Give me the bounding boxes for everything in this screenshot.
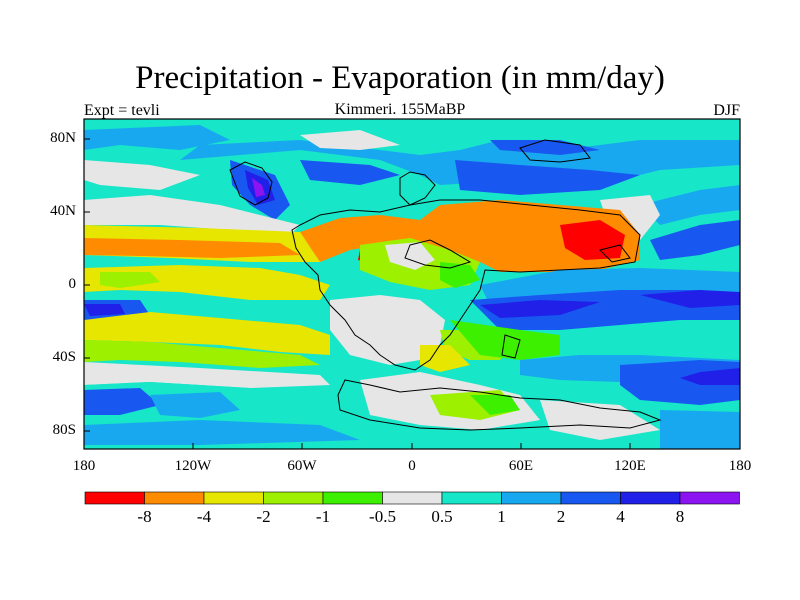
colorbar-label: -4 xyxy=(196,507,212,526)
colorbar-swatch xyxy=(322,491,383,505)
x-tick-60e: 60E xyxy=(508,458,534,474)
x-tick-180e: 180 xyxy=(728,458,752,474)
y-tick-80n: 80N xyxy=(50,130,76,146)
colorbar-label: 2 xyxy=(556,507,566,526)
colorbar-label: -0.5 xyxy=(369,507,396,526)
colorbar-label: 8 xyxy=(675,507,685,526)
colorbar-swatch xyxy=(203,491,264,505)
coastlines xyxy=(229,139,662,431)
y-tick-eq: 0 xyxy=(68,276,77,292)
colorbar-swatch xyxy=(501,491,562,505)
colorbar-label: 1 xyxy=(497,507,506,526)
y-tick-80s: 80S xyxy=(52,422,76,438)
x-tick-60w: 60W xyxy=(287,458,317,474)
colorbar-label: 4 xyxy=(616,507,625,526)
map-field xyxy=(84,119,740,449)
colorbar-label: 0.5 xyxy=(431,507,453,526)
colorbar-swatch xyxy=(679,491,740,505)
experiment-label: Expt = tevli xyxy=(84,102,160,119)
y-tick-40n: 40N xyxy=(50,203,76,219)
colorbar-label: -1 xyxy=(315,507,331,526)
x-tick-120e: 120E xyxy=(614,458,646,474)
x-tick-120w: 120W xyxy=(174,458,212,474)
colorbar-swatch xyxy=(620,491,681,505)
chart-title: Precipitation - Evaporation (in mm/day) xyxy=(135,60,665,96)
colorbar-swatch xyxy=(263,491,324,505)
colorbar-label: -2 xyxy=(256,507,271,526)
x-tick-180w: 180 xyxy=(72,458,96,474)
x-tick-0: 0 xyxy=(408,458,416,474)
colorbar-swatch xyxy=(441,491,502,505)
axis-ticks xyxy=(83,138,741,449)
season-label: DJF xyxy=(713,102,740,119)
colorbar-swatch xyxy=(560,491,621,505)
period-label: Kimmeri. 155MaBP xyxy=(334,101,466,118)
colorbar-swatch xyxy=(144,491,205,505)
colorbar xyxy=(84,491,740,505)
colorbar-swatch xyxy=(84,491,145,505)
y-tick-40s: 40S xyxy=(52,349,76,365)
colorbar-label: -8 xyxy=(137,507,152,526)
colorbar-swatch xyxy=(382,491,443,505)
